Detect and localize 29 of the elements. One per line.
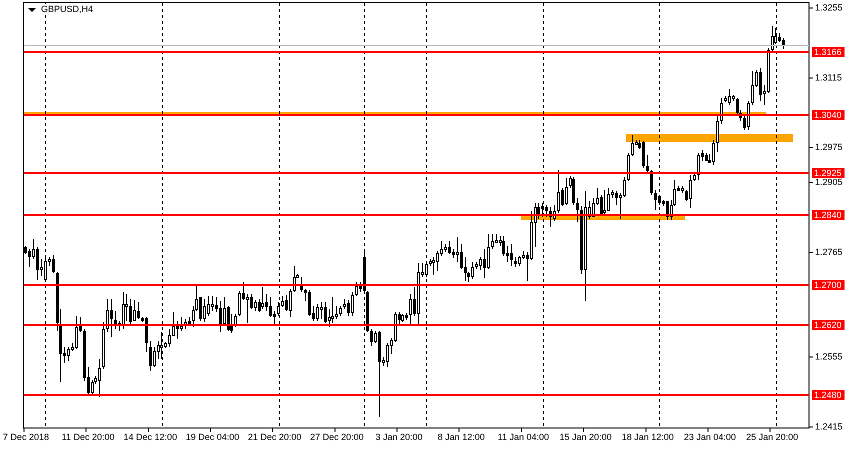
x-tick-label: 19 Dec 04:00 [186, 432, 240, 442]
ref-line-label: 1.2700 [814, 280, 842, 290]
x-tick-label: 25 Jan 20:00 [746, 432, 798, 442]
x-tick-label: 14 Dec 12:00 [124, 432, 178, 442]
y-tick-label: 1.3115 [815, 72, 842, 82]
ref-line-label: 1.3166 [814, 46, 842, 57]
x-tick-label: 23 Jan 04:00 [684, 432, 736, 442]
y-tick-label: 1.3255 [815, 2, 843, 12]
x-tick-label: 27 Dec 20:00 [310, 432, 364, 442]
y-tick-label: 1.2905 [815, 177, 843, 188]
ref-line-label: 1.2620 [814, 320, 842, 330]
x-tick-label: 11 Jan 04:00 [498, 432, 550, 442]
y-tick-label: 1.2975 [815, 142, 843, 152]
ref-line-label: 1.2480 [814, 390, 842, 400]
x-tick-label: 21 Dec 20:00 [248, 432, 302, 442]
x-tick-label: 11 Dec 20:00 [62, 432, 115, 442]
candlestick [246, 294, 249, 323]
y-tick-label: 1.2415 [815, 421, 843, 432]
y-tick-label: 1.2555 [815, 352, 843, 362]
y-tick-label: 1.2765 [815, 246, 843, 257]
x-tick-label: 15 Jan 20:00 [560, 432, 612, 442]
x-tick-label: 8 Jan 12:00 [438, 432, 485, 442]
ref-line-label: 1.2925 [814, 168, 842, 178]
x-tick-label: 18 Jan 12:00 [622, 432, 674, 442]
x-tick-label: 3 Jan 20:00 [375, 432, 423, 442]
ref-line-label: 1.3040 [814, 110, 842, 120]
x-tick-label: 7 Dec 2018 [2, 432, 49, 442]
ref-line-label: 1.2840 [814, 210, 842, 220]
chart-title: GBPUSD,H4 [40, 4, 94, 15]
